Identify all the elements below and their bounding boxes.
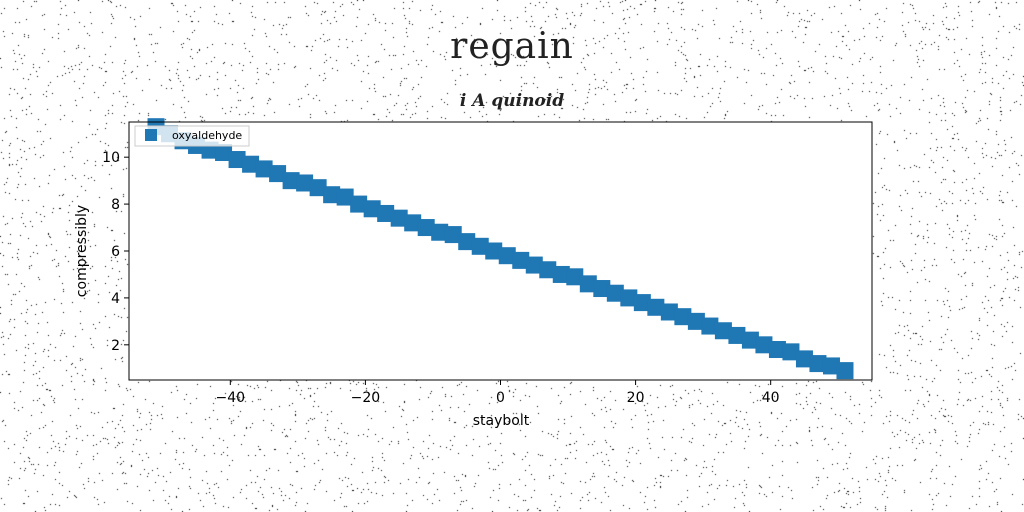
data-point xyxy=(336,188,354,206)
data-point xyxy=(242,155,260,173)
y-tick-label: 4 xyxy=(111,291,120,307)
data-point xyxy=(701,317,719,335)
data-point xyxy=(647,298,665,316)
data-point xyxy=(606,284,624,302)
data-point xyxy=(377,204,395,222)
chart-title: i A quinoid xyxy=(459,91,565,111)
data-point xyxy=(728,326,746,344)
data-point xyxy=(485,242,503,260)
legend-swatch xyxy=(145,129,157,141)
y-axis-label: compressibly xyxy=(74,205,90,297)
data-point xyxy=(255,160,273,178)
data-point xyxy=(363,200,381,218)
data-point xyxy=(323,186,341,204)
y-tick-label: 10 xyxy=(102,150,120,166)
data-point xyxy=(269,165,287,183)
figure-suptitle: regain xyxy=(450,26,574,67)
legend: oxyaldehyde xyxy=(134,125,250,147)
data-point xyxy=(741,331,759,349)
data-point xyxy=(228,151,246,169)
data-point xyxy=(309,179,327,197)
legend-label: oxyaldehyde xyxy=(172,129,242,142)
x-tick-label: 0 xyxy=(496,390,505,406)
data-point xyxy=(755,336,773,354)
data-point xyxy=(282,172,300,190)
data-point xyxy=(795,350,813,368)
data-point xyxy=(579,275,597,293)
x-axis-ticks: −40 −20 0 20 40 xyxy=(216,380,780,406)
data-point xyxy=(458,233,476,251)
data-point xyxy=(633,294,651,312)
x-tick-label: −40 xyxy=(216,390,246,406)
data-point xyxy=(620,289,638,307)
y-tick-label: 6 xyxy=(111,244,120,260)
data-point xyxy=(782,343,800,361)
data-point xyxy=(809,355,827,373)
data-point xyxy=(498,247,516,265)
data-point xyxy=(417,219,435,237)
data-point xyxy=(390,209,408,227)
data-point xyxy=(552,265,570,283)
data-point xyxy=(566,268,584,286)
data-point xyxy=(674,308,692,326)
x-axis-label: staybolt xyxy=(473,413,530,429)
x-tick-label: −20 xyxy=(351,390,381,406)
data-point xyxy=(714,322,732,340)
data-point xyxy=(836,362,854,380)
data-point xyxy=(404,214,422,232)
data-point xyxy=(444,226,462,244)
y-tick-label: 2 xyxy=(111,338,120,354)
data-point xyxy=(350,195,368,213)
data-point xyxy=(525,256,543,274)
x-tick-label: 20 xyxy=(627,390,645,406)
data-point xyxy=(660,303,678,321)
data-point xyxy=(512,251,530,269)
x-tick-label: 40 xyxy=(762,390,780,406)
data-point xyxy=(539,261,557,279)
data-point xyxy=(687,312,705,330)
data-point xyxy=(768,341,786,359)
data-point xyxy=(593,280,611,298)
data-point xyxy=(215,143,233,161)
data-point xyxy=(471,237,489,255)
data-point xyxy=(431,223,449,241)
legend-box xyxy=(134,125,250,147)
data-point xyxy=(296,174,314,192)
data-point xyxy=(822,357,840,375)
y-tick-label: 8 xyxy=(111,197,120,213)
y-axis-ticks: 2 4 6 8 10 xyxy=(102,150,129,354)
